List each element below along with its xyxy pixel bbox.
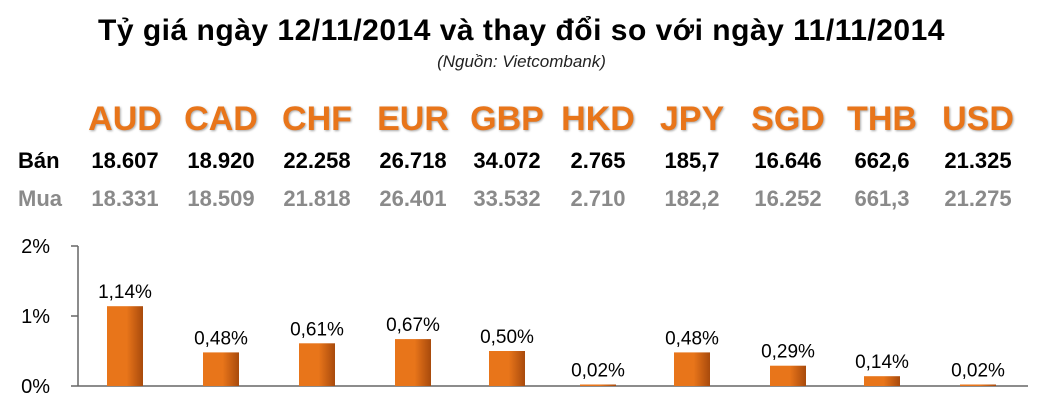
bar-usd xyxy=(960,384,996,386)
currency-code-jpy: JPY xyxy=(659,100,725,138)
buy-rate-aud: 18.331 xyxy=(91,186,159,211)
sell-rate-jpy: 185,7 xyxy=(664,148,720,173)
bar-cad xyxy=(203,352,239,386)
y-tick-label: 2% xyxy=(21,236,50,258)
bar-aud xyxy=(107,306,143,386)
bar-value-label-gbp: 0,50% xyxy=(480,327,534,348)
buy-rate-eur: 26.401 xyxy=(379,186,447,211)
sell-rate-chf: 22.258 xyxy=(283,148,351,173)
currency-code-cad: CAD xyxy=(184,100,258,138)
buy-rate-thb: 661,3 xyxy=(854,186,910,211)
currency-code-row: AUD CAD CHF EUR GBP HKD JPY SGD THB USD xyxy=(0,100,1043,140)
chart-source: (Nguồn: Vietcombank) xyxy=(437,52,606,71)
buy-rate-usd: 21.275 xyxy=(944,186,1012,211)
currency-code-eur: EUR xyxy=(377,100,449,138)
sell-rate-cad: 18.920 xyxy=(187,148,255,173)
bar-hkd xyxy=(580,384,616,386)
y-tick-label: 1% xyxy=(21,306,50,328)
currency-code-hkd: HKD xyxy=(561,100,635,138)
bar-value-label-jpy: 0,48% xyxy=(665,328,719,349)
bar-value-label-thb: 0,14% xyxy=(855,352,909,373)
bar-value-label-hkd: 0,02% xyxy=(571,361,625,382)
change-bar-chart: 0% 1% 2% 1,14% 0,48% 0,61% 0,67% 0,50% 0,02% 0,48… xyxy=(21,236,1028,398)
bar-chf xyxy=(299,343,335,386)
buy-rate-chf: 21.818 xyxy=(283,186,351,211)
currency-code-chf: CHF xyxy=(282,100,352,138)
bar-thb xyxy=(864,376,900,386)
bar-value-label-aud: 1,14% xyxy=(98,282,152,303)
sell-rate-sgd: 16.646 xyxy=(754,148,822,173)
bar-eur xyxy=(395,339,431,386)
sell-rate-thb: 662,6 xyxy=(854,148,910,173)
buy-rate-jpy: 182,2 xyxy=(664,186,720,211)
bar-value-label-usd: 0,02% xyxy=(951,361,1005,382)
chart-title: Tỷ giá ngày 12/11/2014 và thay đổi so vớ… xyxy=(98,14,945,47)
sell-rate-eur: 26.718 xyxy=(379,148,447,173)
bar-value-label-sgd: 0,29% xyxy=(761,342,815,363)
sell-rate-row: Bán 18.607 18.920 22.258 26.718 34.072 2.765 1… xyxy=(0,148,1043,188)
bar-value-label-cad: 0,48% xyxy=(194,328,248,349)
bar-jpy xyxy=(674,352,710,386)
currency-code-sgd: SGD xyxy=(751,100,825,138)
y-tick-label: 0% xyxy=(21,376,50,398)
sell-label: Bán xyxy=(18,148,60,173)
buy-rate-hkd: 2.710 xyxy=(570,186,626,211)
buy-label: Mua xyxy=(18,186,62,211)
currency-code-usd: USD xyxy=(942,100,1014,138)
sell-rate-aud: 18.607 xyxy=(91,148,159,173)
bar-gbp xyxy=(489,351,525,386)
currency-code-gbp: GBP xyxy=(470,100,544,138)
bar-sgd xyxy=(770,365,806,386)
buy-rate-row: Mua 18.331 18.509 21.818 26.401 33.532 2.710 1… xyxy=(0,186,1043,226)
buy-rate-cad: 18.509 xyxy=(187,186,255,211)
bar-value-label-eur: 0,67% xyxy=(386,315,440,336)
buy-rate-gbp: 33.532 xyxy=(473,186,541,211)
bar-value-label-chf: 0,61% xyxy=(290,319,344,340)
currency-code-thb: THB xyxy=(847,100,917,138)
sell-rate-gbp: 34.072 xyxy=(473,148,541,173)
sell-rate-usd: 21.325 xyxy=(944,148,1012,173)
currency-code-aud: AUD xyxy=(88,100,162,138)
sell-rate-hkd: 2.765 xyxy=(570,148,626,173)
buy-rate-sgd: 16.252 xyxy=(754,186,822,211)
